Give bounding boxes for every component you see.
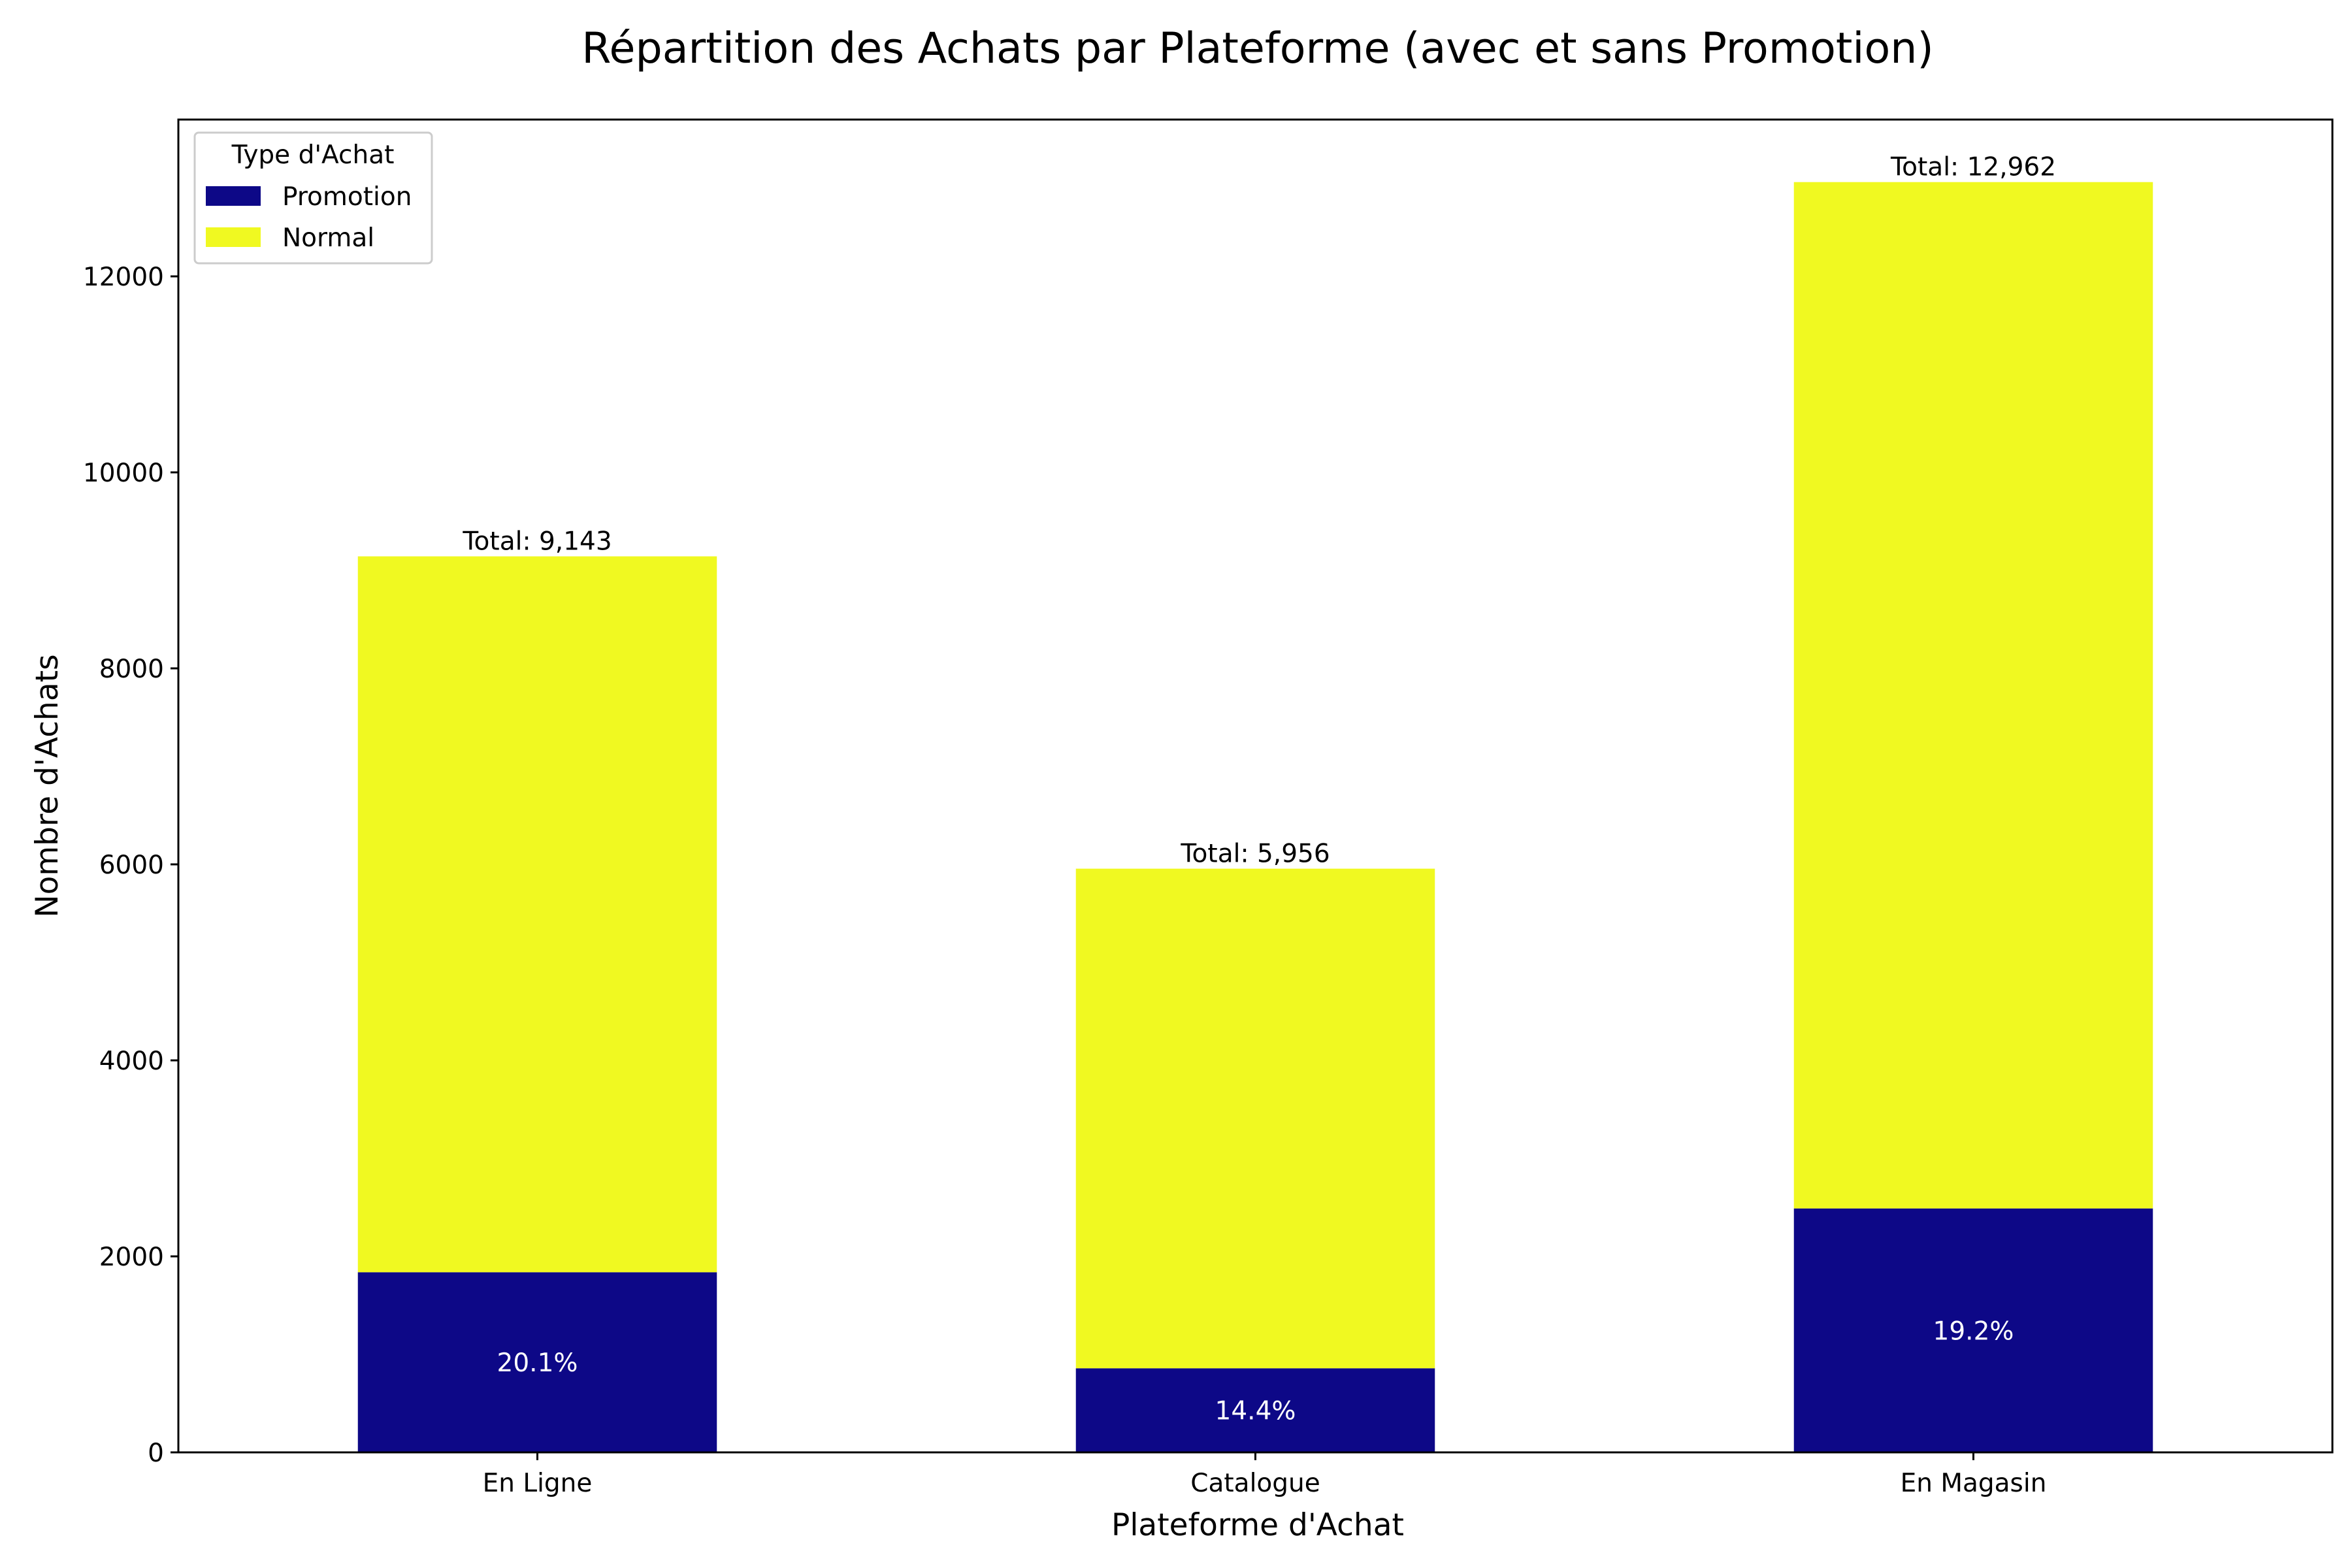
bar-promotion-2 xyxy=(1793,1208,2153,1452)
x-axis: En Ligne Catalogue En Magasin xyxy=(483,1452,2047,1498)
bar-normal-1 xyxy=(1075,868,1435,1369)
total-label-0: Total: 9,143 xyxy=(462,527,612,557)
y-tick-label-1: 2000 xyxy=(99,1243,164,1272)
y-tick-label-4: 8000 xyxy=(99,655,164,684)
bar-normal-0 xyxy=(357,556,717,1273)
legend-swatch-normal xyxy=(206,227,261,247)
x-tick-label-1: Catalogue xyxy=(1190,1469,1320,1498)
y-tick-label-0: 0 xyxy=(148,1439,164,1468)
y-axis: 0 2000 4000 6000 8000 10000 12000 xyxy=(83,263,178,1468)
x-axis-title: Plateforme d'Achat xyxy=(1111,1507,1404,1543)
total-label-2: Total: 12,962 xyxy=(1890,153,2056,182)
legend-label-promotion: Promotion xyxy=(282,182,412,212)
percent-label-2: 19.2% xyxy=(1933,1316,2014,1346)
x-tick-label-2: En Magasin xyxy=(1901,1469,2047,1498)
legend-swatch-promotion xyxy=(206,186,261,206)
bar-normal-2 xyxy=(1793,182,2153,1209)
y-axis-title: Nombre d'Achats xyxy=(29,654,65,917)
y-tick-label-6: 12000 xyxy=(83,263,164,292)
data-labels-layer: 20.1% Total: 9,143 14.4% Total: 5,956 19.2% T… xyxy=(462,153,2056,1426)
plot-frame xyxy=(177,118,2334,1454)
bar-promotion-1 xyxy=(1075,1368,1435,1452)
y-tick-label-3: 6000 xyxy=(99,851,164,880)
y-tick-label-5: 10000 xyxy=(83,459,164,488)
chart-title: Répartition des Achats par Plateforme (a… xyxy=(581,24,1934,73)
y-tick-label-2: 4000 xyxy=(99,1047,164,1076)
legend-title: Type d'Achat xyxy=(231,140,395,170)
bar-promotion-0 xyxy=(357,1272,717,1452)
percent-label-0: 20.1% xyxy=(497,1348,578,1378)
legend: Type d'Achat Promotion Normal xyxy=(193,131,433,265)
percent-label-1: 14.4% xyxy=(1215,1397,1296,1426)
legend-label-normal: Normal xyxy=(282,223,374,253)
total-label-1: Total: 5,956 xyxy=(1180,840,1330,869)
x-tick-label-0: En Ligne xyxy=(483,1469,593,1498)
bars-layer xyxy=(357,182,2153,1452)
